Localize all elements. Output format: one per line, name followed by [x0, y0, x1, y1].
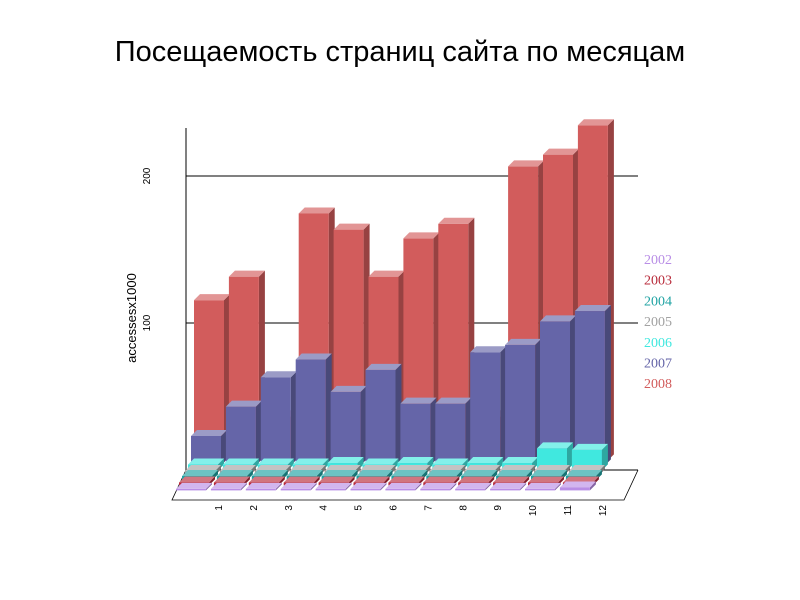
bar [455, 482, 492, 491]
bar [245, 482, 282, 491]
bar [280, 482, 317, 491]
chart-legend: 2002 2003 2004 2005 2006 2007 2008 [644, 253, 672, 392]
y-tick-label: 100 [142, 314, 153, 331]
bar [559, 481, 596, 491]
legend-entry: 2004 [644, 294, 672, 309]
legend-entry: 2006 [644, 336, 672, 351]
bar [385, 482, 422, 491]
y-tick-label: 200 [142, 167, 153, 184]
bar [176, 482, 212, 491]
legend-entry: 2007 [644, 357, 672, 372]
x-tick-label: 1 [214, 505, 225, 511]
bar [330, 385, 367, 466]
series-2007 [191, 305, 611, 466]
bar [420, 482, 457, 491]
y-axis-label: accessesx1000 [124, 273, 139, 363]
legend-entry: 2008 [644, 377, 672, 392]
x-axis-ticks: 1 2 3 4 5 6 7 8 9 10 11 12 [214, 505, 609, 517]
page-title: Посещаемость страниц сайта по месяцам [114, 36, 686, 68]
bar [470, 346, 507, 466]
series-2002 [176, 481, 596, 491]
bar [537, 442, 573, 471]
x-tick-label: 3 [284, 505, 295, 511]
legend-entry: 2003 [644, 274, 672, 289]
x-tick-label: 5 [354, 505, 365, 511]
x-tick-label: 4 [319, 505, 330, 511]
x-tick-label: 8 [458, 505, 469, 511]
chart-bars [176, 119, 614, 491]
bar [435, 397, 472, 466]
bar [350, 482, 387, 491]
bar [400, 397, 437, 466]
y-axis-ticks: 100 200 [142, 167, 153, 331]
bar [490, 482, 527, 491]
x-tick-label: 7 [423, 505, 434, 511]
x-tick-label: 11 [563, 505, 574, 516]
x-tick-label: 6 [389, 505, 400, 511]
bar [540, 315, 576, 466]
bar [225, 400, 262, 466]
bar [315, 482, 352, 491]
bar [505, 338, 542, 466]
bar [295, 353, 332, 466]
bar [525, 482, 561, 491]
x-tick-label: 9 [493, 505, 504, 511]
legend-entry: 2002 [644, 253, 672, 268]
bar [365, 363, 402, 466]
x-tick-label: 2 [249, 505, 260, 511]
x-tick-label: 10 [528, 505, 539, 517]
bar [260, 371, 297, 466]
x-tick-label: 12 [598, 505, 609, 517]
bar [574, 305, 611, 466]
bar [210, 482, 247, 491]
legend-entry: 2005 [644, 315, 672, 330]
